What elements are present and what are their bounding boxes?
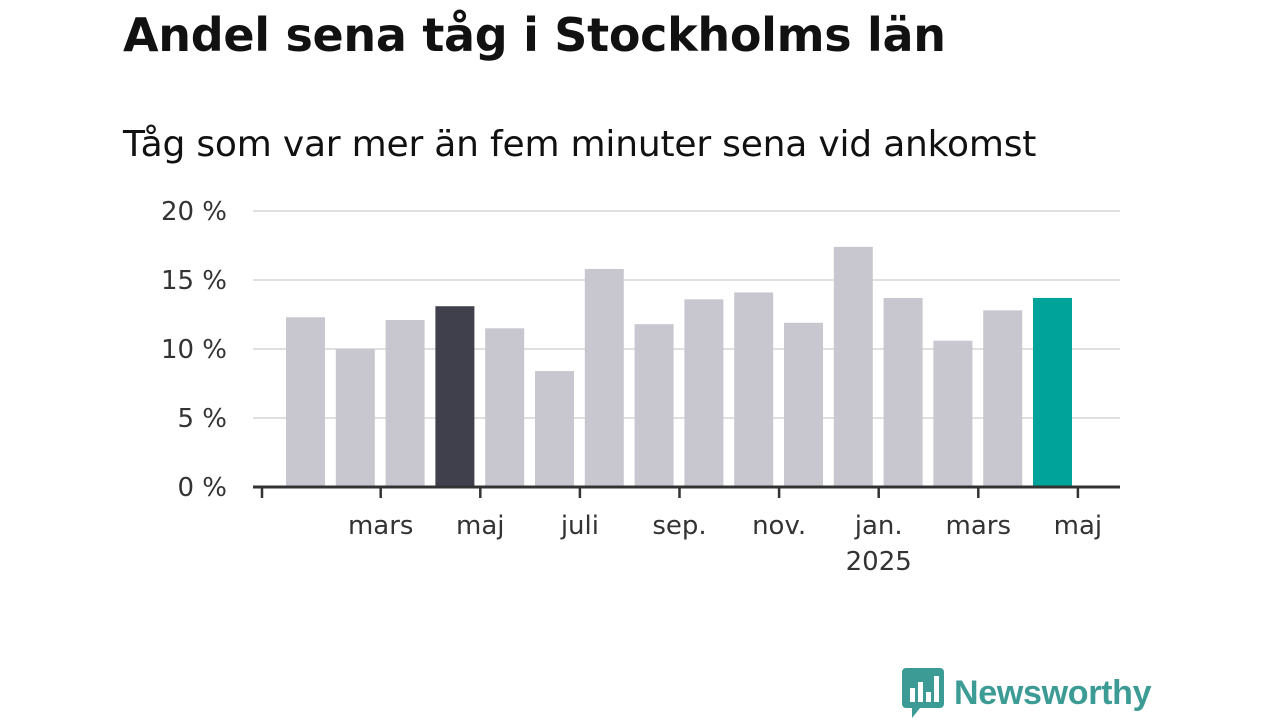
x-tick-label: mars [946, 511, 1012, 541]
bar-2024-06 [535, 371, 574, 487]
bar-2024-03 [385, 320, 425, 487]
bar-chart: 0 % 5 % 10 % 15 % 20 % mars maj juli sep. nov. ja… [161, 197, 1120, 577]
x-tick-label: maj [456, 511, 504, 541]
bars [286, 246, 1072, 487]
bar-2025-01 [883, 297, 923, 487]
brand-name: Newsworthy [954, 673, 1152, 712]
y-tick-label: 0 % [177, 473, 227, 503]
newsworthy-logo-icon [902, 668, 944, 718]
x-tick-label: mars [348, 511, 414, 541]
bar-2024-04 [435, 306, 475, 487]
bar-2024-11 [784, 322, 823, 487]
bar-2025-02 [933, 340, 973, 487]
bar-2024-12 [833, 246, 873, 487]
y-axis-tick-labels: 0 % 5 % 10 % 15 % 20 % [161, 197, 227, 503]
x-tick-label: maj [1054, 511, 1102, 541]
newsworthy-logo: Newsworthy [902, 668, 1152, 718]
bar-2024-01 [286, 317, 325, 487]
y-tick-label: 20 % [161, 197, 227, 227]
bar-2024-02 [335, 349, 375, 487]
x-tick-label: sep. [652, 511, 706, 541]
x-tick-label: juli [560, 511, 599, 541]
bar-2024-09 [684, 299, 724, 487]
x-tick-label: jan. [854, 511, 903, 541]
y-tick-label: 10 % [161, 335, 227, 365]
bar-2024-07 [584, 268, 624, 487]
y-tick-label: 5 % [177, 404, 227, 434]
x-tick-label: nov. [752, 511, 806, 541]
chart-title: Andel sena tåg i Stockholms län [123, 8, 946, 62]
bar-2024-08 [634, 324, 674, 487]
y-tick-label: 15 % [161, 266, 227, 296]
chart-subtitle: Tåg som var mer än fem minuter sena vid … [123, 124, 1037, 165]
bar-2024-10 [734, 292, 774, 487]
x-axis: mars maj juli sep. nov. jan. 2025 mars maj [253, 485, 1120, 577]
x-tick-sublabel: 2025 [846, 547, 912, 577]
bar-2024-05 [485, 328, 525, 487]
bar-2025-03 [983, 310, 1023, 487]
bar-2025-04 [1033, 297, 1072, 487]
